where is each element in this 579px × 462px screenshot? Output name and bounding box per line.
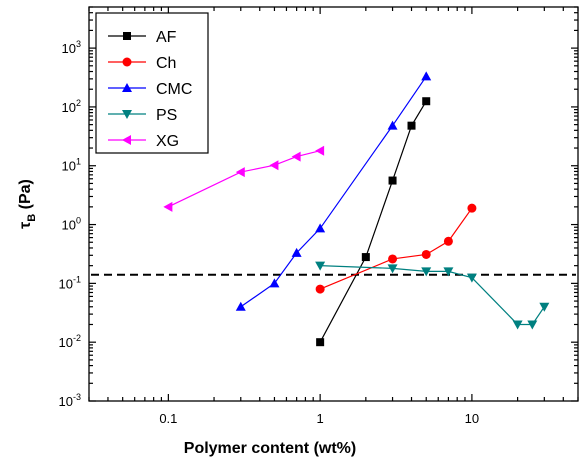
data-point-af [422, 97, 431, 106]
y-axis-title: τB (Pa) [17, 179, 38, 229]
data-point-cmc [291, 247, 302, 257]
data-point-ps [421, 267, 432, 277]
legend-label-xg: XG [156, 133, 179, 150]
data-point-cmc [387, 120, 398, 130]
data-point-xg [269, 160, 279, 171]
data-point-ps [466, 273, 477, 283]
data-point-cmc [315, 223, 326, 233]
y-tick-label: 100 [62, 216, 81, 233]
data-point-cmc [421, 71, 432, 81]
ticks-layer: 0.1 1 10 10-3 10-2 10-1 100 101 102 103 [59, 6, 579, 426]
y-tick-label: 10-3 [59, 392, 81, 409]
data-point-ps [539, 302, 550, 312]
series-ch [315, 203, 477, 294]
y-tick-label: 101 [62, 157, 81, 174]
data-point-ps [527, 320, 538, 330]
data-point-ps [387, 264, 398, 274]
data-point-xg [235, 167, 245, 178]
y-axis-title-sub: B [26, 214, 38, 222]
series-xg [163, 145, 325, 212]
series-line-ch [319, 207, 473, 290]
legend: AF Ch CMC PS XG [95, 12, 209, 154]
x-axis-title: Polymer content (wt%) [184, 440, 356, 457]
data-point-af [407, 121, 416, 130]
series-cmc [235, 71, 432, 311]
data-point-af [388, 176, 397, 185]
data-point-af [361, 253, 370, 262]
legend-label-cmc: CMC [156, 81, 192, 98]
y-tick-label: 102 [62, 98, 81, 115]
legend-label-ps: PS [156, 107, 177, 124]
legend-marker-ch [122, 57, 132, 67]
data-point-ch [421, 249, 431, 259]
data-point-cmc [269, 278, 280, 288]
plot-frame [88, 6, 579, 402]
data-point-cmc [235, 301, 246, 311]
data-point-ps [443, 267, 454, 277]
data-point-ps [315, 261, 326, 271]
series-ps [315, 261, 550, 330]
data-point-xg [163, 201, 173, 212]
x-tick-label: 0.1 [159, 411, 177, 426]
x-tick-label: 10 [465, 411, 479, 426]
series-layer [163, 71, 550, 347]
legend-marker-af [123, 32, 131, 40]
series-af [316, 97, 431, 347]
series-line-af [319, 100, 427, 343]
y-axis-title-unit: (Pa) [17, 179, 34, 214]
legend-items: AF Ch CMC PS XG [108, 29, 192, 150]
data-point-ch [443, 236, 453, 246]
y-tick-label: 103 [62, 39, 81, 56]
data-point-xg [315, 145, 325, 156]
data-point-ch [388, 254, 398, 264]
y-axis-title-main: τ [17, 222, 34, 229]
x-tick-label: 1 [317, 411, 324, 426]
data-point-xg [291, 151, 301, 162]
legend-label-ch: Ch [156, 55, 176, 72]
series-line-cmc [240, 76, 427, 308]
legend-marker-xg [122, 135, 131, 145]
data-point-ps [512, 320, 523, 330]
data-point-ch [315, 284, 325, 294]
y-tick-label: 10-2 [59, 333, 81, 350]
y-tick-label: 10-1 [59, 274, 81, 291]
legend-marker-cmc [122, 83, 132, 92]
data-point-ch [467, 203, 477, 213]
data-point-af [316, 338, 325, 347]
legend-marker-ps [122, 110, 132, 119]
legend-label-af: AF [156, 29, 177, 46]
